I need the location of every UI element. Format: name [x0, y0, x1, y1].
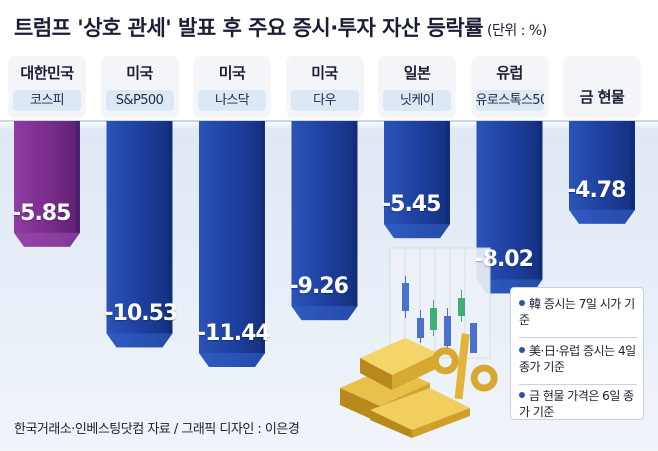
- country-label: 금 현물: [579, 88, 625, 106]
- bar-bevel: [384, 224, 450, 239]
- index-label: 닛케이: [383, 90, 451, 111]
- bar-금 현물: [569, 121, 635, 224]
- value-label: -5.85: [12, 200, 71, 226]
- country-label: 미국: [126, 64, 153, 82]
- bar-다우: [291, 121, 358, 321]
- index-label: 다우: [290, 90, 359, 111]
- country-label: 일본: [403, 64, 431, 82]
- bar-edge: [631, 121, 634, 210]
- category-label: 금 현물: [564, 56, 640, 116]
- bar-코스피: [14, 121, 80, 247]
- unit-label: (단위 : %): [487, 23, 547, 39]
- index-label: S&P500: [105, 90, 174, 111]
- bar-닛케이: [384, 121, 450, 239]
- bar-나스닥: [199, 121, 265, 367]
- note-item: 韓 증시는 7일 시가 기준: [519, 297, 635, 327]
- value-label: -4.78: [567, 177, 626, 203]
- bar-edge: [353, 121, 357, 307]
- value-label: -10.53: [104, 301, 179, 327]
- bar-edge: [261, 121, 264, 353]
- index-label: 나스닥: [198, 90, 266, 111]
- bar-bevel: [199, 352, 265, 367]
- value-label: -5.45: [382, 192, 441, 218]
- country-label: 대한민국: [20, 64, 74, 82]
- note-divider: [519, 337, 637, 338]
- bullet-icon: [519, 347, 525, 353]
- value-label: -11.44: [197, 320, 271, 346]
- note-item: 美·日·유럽 증시는 4일 종가 기준: [519, 344, 636, 374]
- bar-edge: [168, 121, 172, 334]
- gold-and-chart-icon: [340, 247, 498, 438]
- index-label: 코스피: [13, 90, 81, 111]
- bullet-icon: [519, 392, 525, 398]
- note-item: 금 현물 가격은 6일 종가 기준: [519, 389, 634, 419]
- bar-edge: [446, 121, 449, 225]
- bar-유로스톡스50: [476, 121, 543, 294]
- source-footer: 한국거래소·인베스팅닷컴 자료 / 그래픽 디자인 : 이은경: [14, 422, 300, 437]
- bar-bevel: [106, 333, 173, 348]
- country-label: 유럽: [496, 64, 523, 82]
- bar-bevel: [14, 232, 80, 247]
- bar-bevel: [291, 306, 358, 321]
- value-label: -8.02: [474, 247, 534, 273]
- value-label: -9.26: [289, 274, 349, 300]
- bullet-icon: [519, 300, 525, 306]
- note-divider: [519, 384, 637, 385]
- notes-box: 韓 증시는 7일 시가 기준 美·日·유럽 증시는 4일 종가 기준 금 현물 …: [510, 287, 644, 420]
- bar-bevel: [569, 209, 635, 224]
- bar-edge: [538, 121, 542, 280]
- category-label: 미국 S&P500: [101, 56, 178, 116]
- bar-edge: [76, 121, 79, 233]
- country-label: 미국: [218, 64, 246, 82]
- country-label: 미국: [311, 64, 338, 82]
- index-label: 유로스톡스50: [475, 90, 544, 111]
- bar-S&P500: [106, 121, 173, 348]
- chart-title: 트럼프 '상호 관세' 발표 후 주요 증시·투자 자산 등락률 (단위 : %): [14, 16, 547, 40]
